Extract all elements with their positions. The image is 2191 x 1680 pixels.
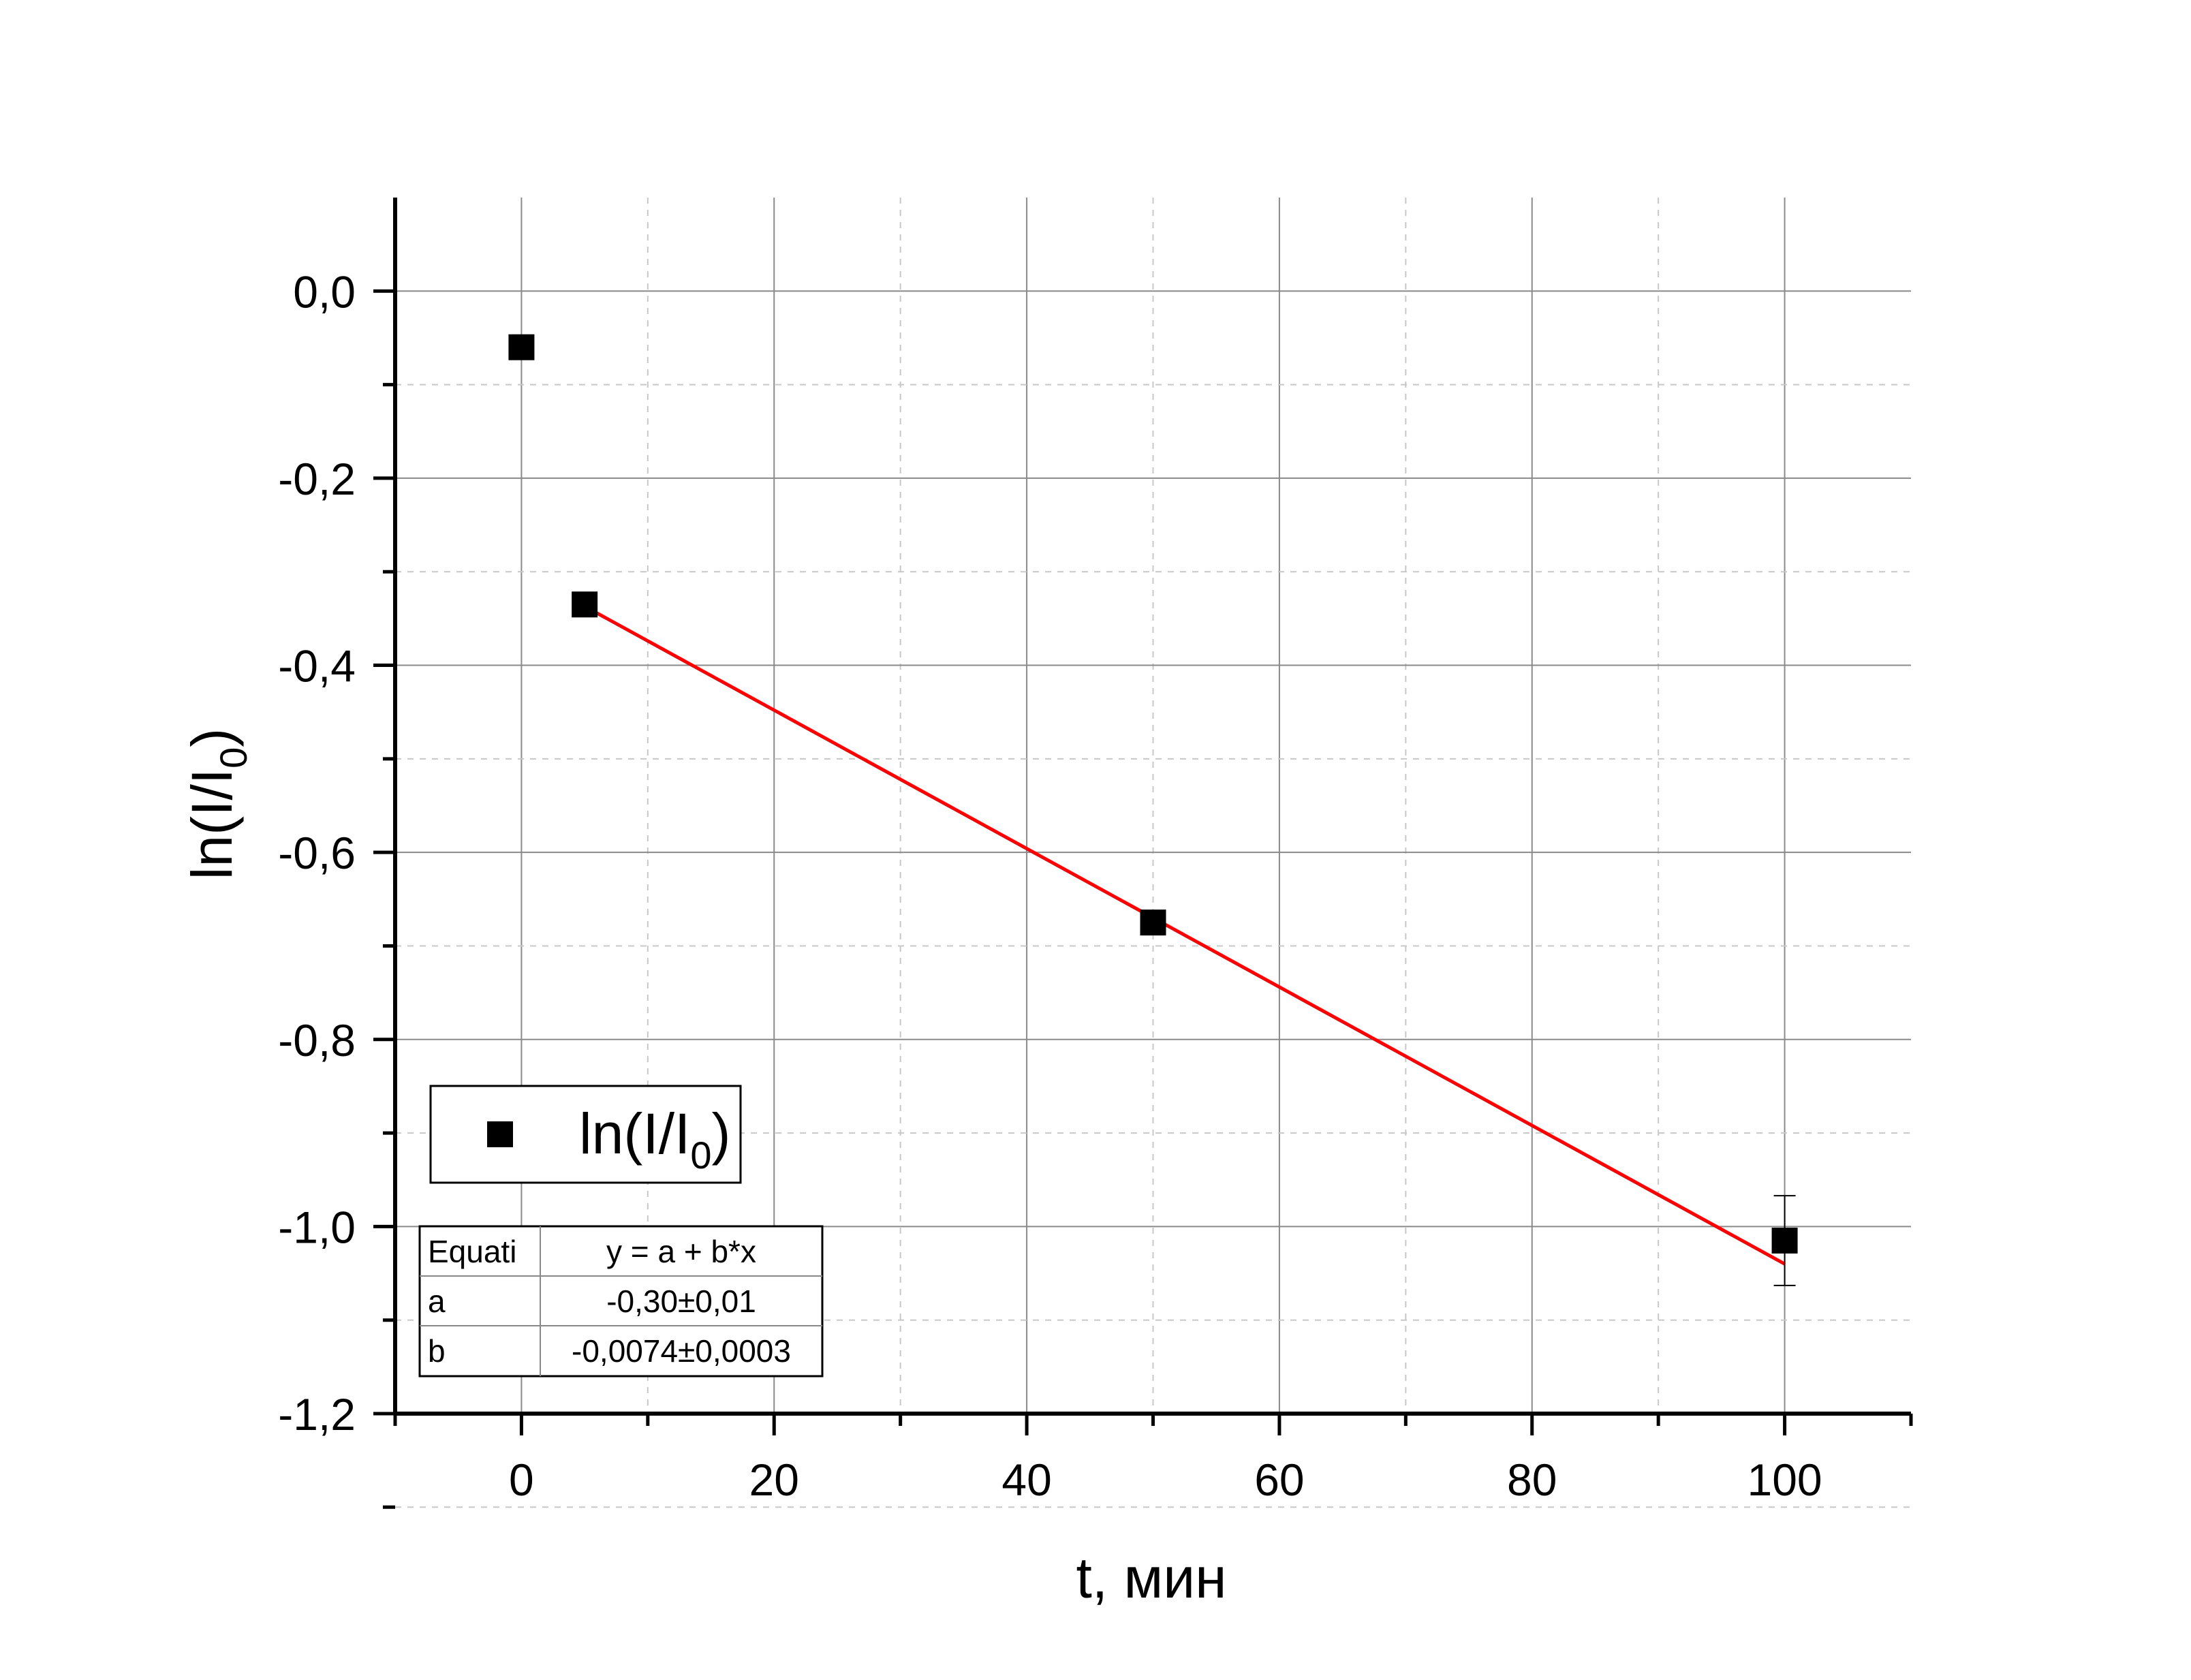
legend-box <box>429 1085 742 1184</box>
x-tick-label: 80 <box>1507 1455 1557 1505</box>
y-axis-title-main: ln(I/I <box>180 768 244 880</box>
fit-table-border <box>418 1225 824 1378</box>
y-axis-title: ln(I/I0) <box>180 728 255 880</box>
x-tick-label: 40 <box>1001 1455 1051 1505</box>
x-axis-title: t, мин <box>1076 1546 1226 1610</box>
x-tick-label: 20 <box>749 1455 799 1505</box>
fit-table: Equati y = a + b*x a -0,30±0,01 b -0,007… <box>418 1225 824 1378</box>
y-axis-title-close: ) <box>180 728 244 747</box>
fit-layer <box>583 604 1786 1266</box>
legend-marker <box>487 1121 513 1147</box>
legend-label-main: ln(I/I <box>579 1102 690 1166</box>
y-axis-title-sub: 0 <box>212 747 255 768</box>
y-tick-label: -0,4 <box>278 641 356 691</box>
fit-table-cell-value: y = a + b*x <box>606 1234 756 1269</box>
x-tick-label: 0 <box>509 1455 534 1505</box>
y-tick-label: 0,0 <box>293 266 356 317</box>
data-point <box>508 334 535 360</box>
x-tick-label: 100 <box>1747 1455 1822 1505</box>
data-point <box>1140 909 1166 936</box>
data-point <box>572 591 598 618</box>
fit-table-cell-label: a <box>428 1284 446 1319</box>
x-tick-label: 60 <box>1254 1455 1304 1505</box>
legend-label-close: ) <box>712 1102 731 1166</box>
y-tick-label: -0,6 <box>278 828 356 878</box>
data-points <box>508 334 1798 1286</box>
fit-line <box>583 604 1786 1266</box>
legend-label-sub: 0 <box>690 1134 711 1177</box>
fit-table-cell-value: -0,30±0,01 <box>606 1284 756 1319</box>
y-tick-label: -1,2 <box>278 1389 356 1440</box>
axes: 0 20 40 60 80 100 0,0 -0,2 -0,4 -0,6 -0,8 -1,0 -1,2 <box>278 198 1913 1509</box>
data-point <box>1771 1227 1798 1254</box>
fit-table-cell-label: b <box>428 1333 446 1369</box>
y-tick-label: -1,0 <box>278 1202 356 1252</box>
y-tick-label: -0,2 <box>278 454 356 504</box>
fit-table-cell-label: Equati <box>428 1234 516 1269</box>
legend-label: ln(I/I0) <box>579 1102 731 1177</box>
fit-table-cell-value: -0,0074±0,0003 <box>572 1333 791 1369</box>
legend: ln(I/I0) <box>429 1085 742 1184</box>
y-tick-label: -0,8 <box>278 1015 356 1065</box>
